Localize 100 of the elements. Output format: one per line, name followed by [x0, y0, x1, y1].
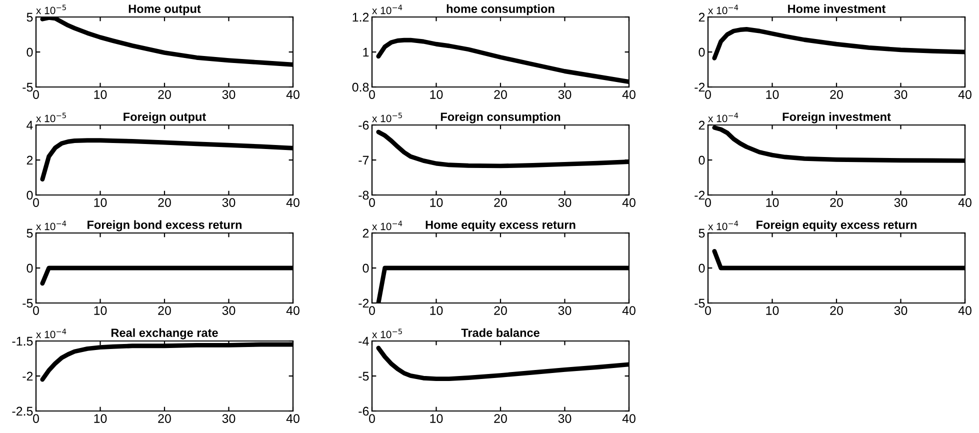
y-tick-label: 2 [362, 228, 369, 238]
y-tick-label: -8 [358, 190, 369, 200]
x-tick-label: 40 [622, 414, 636, 423]
y-tick-label: 0 [26, 190, 33, 200]
chart-title: Home investment [788, 4, 886, 13]
y-tick-label: -2 [358, 298, 369, 308]
x-tick-label: 30 [558, 198, 572, 207]
y-tick-label: 2 [698, 12, 705, 22]
x-tick-label: 40 [286, 306, 300, 315]
x-tick-label: 20 [830, 198, 843, 207]
x-tick-label: 30 [894, 90, 908, 99]
x-tick-label: 10 [94, 90, 107, 99]
y-tick-label: 2 [698, 120, 705, 130]
x-tick-label: 0 [369, 306, 375, 315]
y-tick-label: 5 [26, 228, 33, 238]
x-tick-label: 0 [33, 90, 39, 99]
chart-title: Trade balance [461, 328, 540, 337]
x-tick-label: 10 [94, 198, 107, 207]
x-tick-label: 30 [894, 198, 908, 207]
x-tick-label: 20 [494, 306, 507, 315]
y-tick-label: -4 [358, 336, 369, 346]
x-tick-label: 40 [958, 306, 972, 315]
x-tick-label: 10 [430, 90, 443, 99]
x-tick-label: 20 [158, 90, 171, 99]
x-tick-label: 20 [158, 198, 171, 207]
x-tick-label: 20 [494, 414, 507, 423]
chart-title: Real exchange rate [111, 328, 218, 340]
x-tick-label: 0 [705, 306, 711, 315]
x-tick-label: 0 [33, 198, 39, 207]
text: x 10$^{−5}$ [372, 328, 402, 338]
chart-title: Home output [128, 4, 201, 16]
y-tick-label: 0 [698, 264, 705, 273]
x-tick-label: 10 [430, 306, 443, 315]
x-tick-label: 40 [622, 198, 636, 207]
x-tick-label: 20 [494, 90, 507, 99]
y-tick-label: 2 [26, 156, 33, 165]
x-tick-label: 20 [158, 306, 171, 315]
text: x 10$^{−4}$ [36, 220, 66, 230]
chart-title: Foreign equity excess return [756, 220, 916, 232]
chart-title: Foreign investment [782, 112, 891, 124]
y-tick-label: -2 [694, 82, 705, 92]
x-tick-label: 10 [430, 198, 443, 207]
x-tick-label: 0 [369, 414, 375, 423]
x-tick-label: 40 [622, 90, 636, 99]
x-tick-label: 40 [958, 90, 972, 99]
x-tick-label: 20 [830, 90, 843, 99]
y-tick-label: 1 [363, 48, 369, 57]
y-tick-label: 0 [362, 264, 369, 273]
y-tick-label: 4 [26, 120, 33, 130]
x-tick-label: 20 [158, 414, 171, 423]
text: x 10$^{−4}$ [372, 4, 402, 14]
y-tick-label: 1.2 [352, 12, 369, 22]
x-tick-label: 40 [286, 414, 300, 423]
chart-title: home consumption [446, 4, 554, 16]
x-tick-label: 0 [369, 198, 375, 207]
y-tick-label: -6 [358, 406, 369, 416]
y-tick-label: -7 [358, 156, 369, 165]
x-tick-label: 40 [286, 90, 300, 99]
y-tick-label: -2 [694, 190, 705, 200]
y-tick-label: -1.5 [12, 336, 33, 346]
x-tick-label: 10 [430, 414, 443, 423]
x-tick-label: 0 [705, 90, 711, 99]
y-tick-label: -2.5 [12, 406, 33, 416]
x-tick-label: 10 [766, 306, 779, 315]
chart-title: Foreign output [124, 112, 206, 124]
x-tick-label: 30 [222, 414, 236, 423]
x-tick-label: 0 [33, 414, 39, 423]
y-tick-label: 5 [698, 228, 705, 238]
y-tick-label: -5 [694, 298, 705, 308]
x-tick-label: 20 [494, 198, 507, 207]
y-tick-label: 0 [698, 48, 705, 57]
y-tick-label: 0 [26, 264, 33, 273]
x-tick-label: 30 [894, 306, 908, 315]
y-tick-label: -5 [22, 82, 33, 92]
x-tick-label: 0 [705, 198, 711, 207]
x-tick-label: 40 [286, 198, 300, 207]
x-tick-label: 10 [766, 90, 779, 99]
x-tick-label: 30 [558, 414, 572, 423]
x-tick-label: 10 [94, 306, 107, 315]
text: x 10$^{−5}$ [36, 4, 66, 14]
text: x 10$^{−4}$ [708, 220, 738, 230]
x-tick-label: 20 [830, 306, 843, 315]
chart-title: Home equity excess return [426, 220, 576, 232]
y-tick-label: 0 [698, 156, 705, 165]
y-tick-label: -6 [358, 120, 369, 130]
text: x 10$^{−5}$ [36, 112, 66, 122]
text: x 10$^{−4}$ [708, 4, 738, 14]
y-tick-label: 5 [26, 12, 33, 22]
y-tick-label: 0.8 [352, 82, 369, 92]
x-tick-label: 30 [222, 198, 236, 207]
text: x 10$^{−4}$ [36, 328, 66, 338]
x-tick-label: 40 [622, 306, 636, 315]
text: x 10$^{−4}$ [708, 112, 738, 122]
text: x 10$^{−5}$ [372, 112, 402, 122]
x-tick-label: 0 [33, 306, 39, 315]
chart-title: Foreign bond excess return [88, 220, 242, 232]
y-tick-label: -5 [22, 298, 33, 308]
x-tick-label: 30 [222, 306, 236, 315]
x-tick-label: 30 [222, 90, 236, 99]
y-tick-label: 0 [26, 48, 33, 57]
